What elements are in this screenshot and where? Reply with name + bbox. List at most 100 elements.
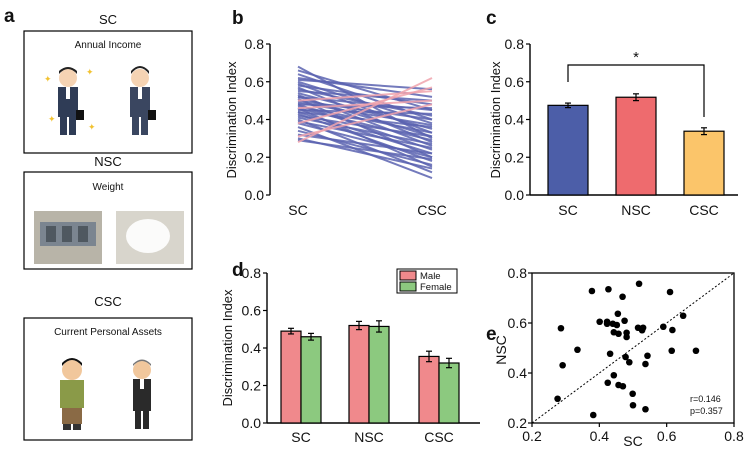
data-point <box>629 390 636 398</box>
panel-b: b 0.0 0.2 0.4 0.6 0.8 Discrimination Index SC CS… <box>224 8 447 218</box>
panel-a: a SC Annual Income ✦ ✦ ✦ ✦ NSC Weight CSC C… <box>4 6 193 441</box>
bar-csc <box>683 130 725 196</box>
bar-female-csc <box>438 362 460 424</box>
y-tick-label: 0.2 <box>245 149 265 165</box>
subject-line <box>297 99 433 110</box>
panel-letter-a: a <box>4 6 15 27</box>
y-tick-label: 0.4 <box>505 112 525 128</box>
panel-letter-b: b <box>232 8 244 29</box>
plot-frame <box>531 272 735 424</box>
y-tick-label: 0.2 <box>508 415 528 431</box>
annual-income-box <box>23 30 193 154</box>
data-point <box>606 350 614 358</box>
data-point <box>557 324 565 332</box>
box-title-weight: Weight <box>93 182 124 193</box>
data-point <box>629 401 637 409</box>
y-tick-label: 0.0 <box>505 187 525 203</box>
man-dark-suit-icon <box>133 359 151 429</box>
y-tick-label: 0.6 <box>505 74 525 90</box>
x-tick-label: 0.2 <box>522 428 542 444</box>
poor-businessman-icon <box>130 66 156 135</box>
y-tick-label: 0.4 <box>245 112 265 128</box>
x-tick-label: CSC <box>689 202 719 218</box>
y-tick-label: 0.2 <box>505 149 525 165</box>
x-axis-label: SC <box>623 433 642 449</box>
subject-line <box>297 116 433 146</box>
data-point <box>668 347 676 355</box>
svg-text:✦: ✦ <box>48 114 56 124</box>
x-tick-label: SC <box>288 202 307 218</box>
x-tick-label: CSC <box>417 202 447 218</box>
legend-label-female: Female <box>420 282 452 293</box>
x-tick-label: SC <box>558 202 577 218</box>
box-title-annual-income: Annual Income <box>75 40 142 51</box>
personal-assets-box <box>23 317 193 441</box>
panel-d: d 0.0 0.2 0.4 0.6 0.8 Discrimination Index SC NS… <box>220 260 480 445</box>
svg-text:✦: ✦ <box>44 74 52 84</box>
legend-swatch-female <box>399 281 417 292</box>
data-point <box>623 333 630 341</box>
svg-text:✦: ✦ <box>88 122 96 132</box>
cotton-photo <box>116 211 184 264</box>
data-point <box>559 361 566 369</box>
data-point <box>589 411 597 419</box>
y-tick-label: 0.4 <box>508 365 528 381</box>
data-point <box>614 310 622 318</box>
identity-line <box>531 272 735 424</box>
data-point <box>615 330 622 338</box>
subject-line <box>297 129 433 166</box>
x-tick-label: NSC <box>621 202 651 218</box>
data-point <box>660 323 667 331</box>
man-green-jacket-icon <box>60 358 84 430</box>
y-tick-label: 0.0 <box>245 187 265 203</box>
y-tick-label: 0.6 <box>242 303 262 319</box>
data-point <box>692 347 700 355</box>
section-heading-nsc: NSC <box>94 154 121 169</box>
concrete-block-photo <box>34 211 102 264</box>
data-point <box>644 352 651 360</box>
panel-letter-e: e <box>486 324 497 345</box>
data-point <box>638 326 646 334</box>
y-tick-label: 0.8 <box>242 265 262 281</box>
data-point <box>610 371 618 379</box>
y-axis-label: Discrimination Index <box>220 289 235 407</box>
data-point <box>613 321 621 329</box>
x-tick-label: SC <box>291 429 310 445</box>
data-point <box>604 379 612 387</box>
y-tick-label: 0.0 <box>242 415 262 431</box>
box-title-assets: Current Personal Assets <box>54 327 162 338</box>
subject-line <box>297 103 433 138</box>
bar-male-nsc <box>348 324 370 424</box>
section-heading-sc: SC <box>99 12 117 27</box>
y-tick-label: 0.2 <box>242 378 262 394</box>
panel-letter-d: d <box>232 260 244 281</box>
legend-label-male: Male <box>420 271 441 282</box>
data-point <box>619 293 626 301</box>
stat-label: p=0.357 <box>690 406 723 416</box>
svg-text:✦: ✦ <box>86 67 94 77</box>
data-point <box>605 285 612 293</box>
x-tick-label: 0.4 <box>590 428 610 444</box>
subject-line <box>297 122 433 159</box>
rich-businessman-icon: ✦ ✦ ✦ ✦ <box>44 67 96 135</box>
y-axis-label: Discrimination Index <box>224 61 239 179</box>
legend-swatch-male <box>399 270 417 281</box>
data-point <box>619 382 627 390</box>
y-tick-label: 0.6 <box>245 74 265 90</box>
y-axis-label: NSC <box>493 335 509 365</box>
panel-e: e 0.2 0.4 0.6 0.8 0.2 0.4 0.6 0.8 SC NSC r=0.146 p=0… <box>486 265 744 449</box>
x-tick-label: CSC <box>424 429 454 445</box>
data-point <box>588 287 596 295</box>
significance-star: * <box>633 49 639 66</box>
stat-label: r=0.146 <box>690 394 721 404</box>
data-point <box>642 360 649 368</box>
data-point <box>621 317 628 325</box>
data-point <box>596 318 603 326</box>
data-point <box>625 358 633 366</box>
section-heading-csc: CSC <box>94 294 121 309</box>
data-point <box>574 346 581 354</box>
